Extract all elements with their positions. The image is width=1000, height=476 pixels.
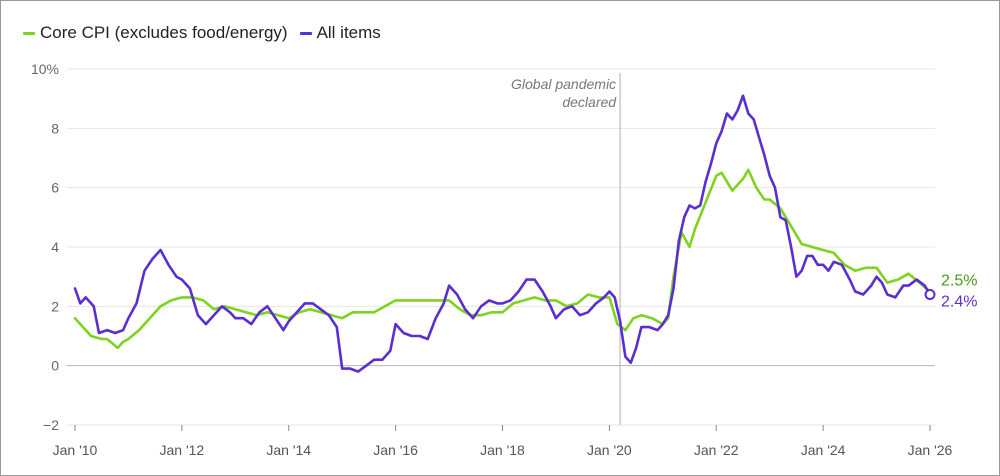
x-tick-label: Jan '22 xyxy=(694,442,739,458)
series-lines xyxy=(73,94,932,373)
legend-swatch-core xyxy=(23,31,35,35)
legend-item-core[interactable]: Core CPI (excludes food/energy) xyxy=(23,23,288,43)
x-tick-label: Jan '18 xyxy=(480,442,525,458)
x-tick-label: Jan '24 xyxy=(801,442,846,458)
legend-label-core: Core CPI (excludes food/energy) xyxy=(40,23,288,42)
x-tick-label: Jan '16 xyxy=(373,442,418,458)
y-tick-label: −2 xyxy=(43,417,59,433)
legend-label-all: All items xyxy=(316,23,381,42)
y-tick-label: 2 xyxy=(51,298,59,314)
y-tick-label: 4 xyxy=(51,239,59,255)
y-tick-label: 0 xyxy=(51,358,59,374)
x-tick-label: Jan '20 xyxy=(587,442,632,458)
annotation-line-2: declared xyxy=(562,94,617,110)
y-tick-label: 6 xyxy=(51,180,59,196)
x-tick-label: Jan '10 xyxy=(53,442,98,458)
end-label-core: 2.5% xyxy=(941,273,977,290)
x-tick-label: Jan '26 xyxy=(908,442,953,458)
end-labels: 2.5% 2.4% xyxy=(924,273,977,310)
end-marker-all xyxy=(924,288,936,300)
series-line-core xyxy=(73,168,932,350)
y-axis-ticks: 10% 8 6 4 2 0 −2 xyxy=(31,61,59,433)
series-line-all xyxy=(73,94,932,373)
x-axis-ticks: Jan '10 Jan '12 Jan '14 Jan '16 Jan '18 Jan '… xyxy=(53,425,953,458)
end-label-all: 2.4% xyxy=(941,293,977,310)
pandemic-annotation: Global pandemic declared xyxy=(511,73,621,425)
legend-swatch-all xyxy=(299,31,312,35)
y-tick-label: 10% xyxy=(31,61,59,77)
x-tick-label: Jan '12 xyxy=(160,442,205,458)
y-tick-label: 8 xyxy=(51,120,59,136)
gridlines xyxy=(67,68,935,426)
legend-item-all[interactable]: All items xyxy=(299,23,381,43)
legend: Core CPI (excludes food/energy) All item… xyxy=(23,23,393,43)
x-tick-label: Jan '14 xyxy=(266,442,311,458)
annotation-line-1: Global pandemic xyxy=(511,76,616,92)
